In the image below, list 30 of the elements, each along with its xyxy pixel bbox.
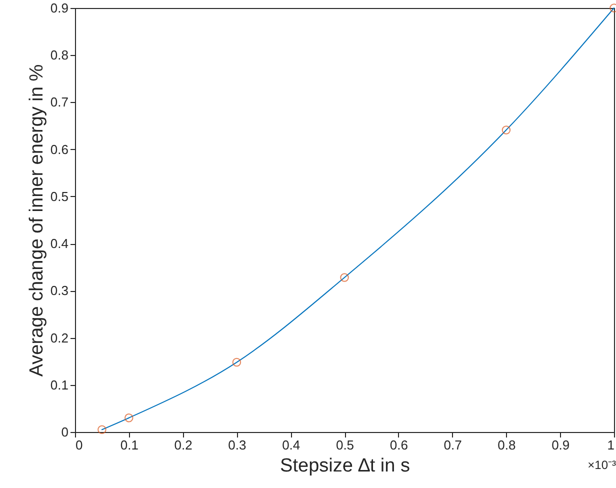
x-tick-label: 0.4 (282, 438, 300, 452)
x-tick-label: 0.8 (498, 438, 516, 452)
x-tick-label: 0.6 (390, 438, 408, 452)
y-tick-label: 0.4 (50, 236, 68, 252)
x-tick-label: 1 (607, 438, 614, 452)
x-tick-label: 0.9 (552, 438, 570, 452)
x-tick-label: 0.7 (444, 438, 462, 452)
x-tick-label: 0.1 (120, 438, 138, 452)
x-axis-title: Stepsize ∆t in s (280, 456, 410, 476)
y-tick-label: 0.5 (50, 188, 68, 204)
point (340, 273, 349, 282)
y-tick-label: 0.2 (50, 330, 68, 346)
point (502, 126, 511, 134)
y-tick-label: 0.8 (50, 48, 68, 63)
y-tick-label: 0.6 (50, 142, 68, 157)
y-tick-label: 0.9 (50, 0, 68, 16)
x-tick-label: 0 (76, 438, 83, 452)
x-tick-label: 0.5 (336, 438, 354, 452)
y-tick-label: 0.1 (50, 377, 68, 392)
y-axis-title: Average change of inner energy in % (26, 64, 48, 377)
text: ×10⁻³ (588, 458, 616, 472)
x-tick-label: 0.2 (174, 438, 192, 452)
point (98, 425, 106, 434)
line-series (101, 8, 614, 430)
x-tick-label: 0.3 (228, 438, 246, 452)
y-tick-label: 0 (61, 424, 68, 440)
y-tick-label: 0.3 (50, 283, 68, 298)
y-tick-label: 0.7 (50, 94, 68, 110)
point (232, 358, 242, 367)
point (124, 414, 134, 422)
